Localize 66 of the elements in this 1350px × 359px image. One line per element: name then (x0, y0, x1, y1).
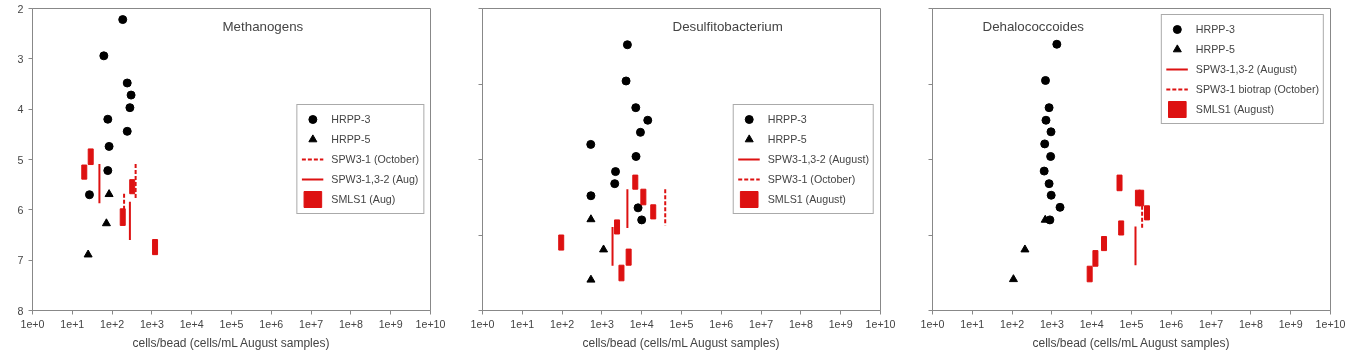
x-tick-label: 1e+4 (1079, 317, 1104, 330)
legend-label: SMLS1 (Aug) (331, 193, 396, 205)
y-tick-label: 3 (17, 52, 24, 65)
x-tick-label: 1e+1 (510, 317, 535, 330)
x-tick-label: 1e+3 (1039, 317, 1064, 330)
text: Dehalococcoides (982, 18, 1085, 34)
x-axis-title: cells/bead (cells/mL August samples) (582, 335, 780, 350)
x-tick-label: 1e+6 (1159, 317, 1184, 330)
x-tick-label: 1e+1 (60, 317, 85, 330)
x-tick-label: 1e+9 (1278, 317, 1303, 330)
x-tick-label: 1e+7 (299, 317, 324, 330)
x-tick-label: 1e+6 (709, 317, 734, 330)
bar (632, 174, 639, 190)
text: Desulfitobacterium (672, 18, 783, 34)
x-tick-label: 1e+3 (139, 317, 164, 330)
x-tick-label: 1e+6 (259, 317, 284, 330)
x-tick-label: 1e+2 (550, 317, 575, 330)
legend-label: SPW3-1 (October) (331, 153, 419, 165)
legend-label: SPW3-1 (October) (767, 173, 856, 185)
y-tick-label: 4 (17, 103, 24, 116)
legend-label: HRPP-5 (331, 133, 371, 145)
bar (640, 188, 647, 206)
x-tick-label: 1e+0 (920, 317, 945, 330)
x-tick-label: 1e+10 (1315, 317, 1346, 330)
x-tick-label: 1e+5 (1119, 317, 1144, 330)
x-tick-label: 1e+10 (865, 317, 896, 330)
legend-label: SMLS1 (August) (1195, 103, 1274, 115)
x-tick-label: 1e+8 (338, 317, 363, 330)
legend-label: SPW3-1,3-2 (August) (767, 153, 869, 165)
legend-label: SPW3-1,3-2 (Aug) (331, 173, 419, 185)
legend-label: HRPP-5 (767, 133, 807, 145)
x-tick-label: 1e+7 (1199, 317, 1224, 330)
x-axis-title: cells/bead (cells/mL August samples) (1032, 335, 1230, 350)
y-tick-label: 7 (17, 254, 24, 267)
x-tick-label: 1e+3 (589, 317, 614, 330)
legend-label: SPW3-1 biotrap (October) (1195, 83, 1319, 95)
x-tick-label: 1e+2 (100, 317, 125, 330)
y-tick-label: 8 (17, 304, 24, 317)
x-tick-label: 1e+10 (415, 317, 446, 330)
legend-label: SMLS1 (August) (767, 193, 846, 205)
text: Methanogens (222, 18, 304, 34)
x-axis-title: cells/bead (cells/mL August samples) (132, 335, 330, 350)
x-tick-label: 1e+4 (179, 317, 204, 330)
x-tick-label: 1e+9 (378, 317, 403, 330)
y-tick-label: 6 (17, 203, 24, 216)
x-tick-label: 1e+8 (788, 317, 813, 330)
x-tick-label: 1e+9 (828, 317, 853, 330)
legend-label: HRPP-3 (1195, 23, 1235, 35)
bar (1101, 236, 1108, 252)
x-tick-label: 1e+1 (960, 317, 985, 330)
legend-label: SPW3-1,3-2 (August) (1195, 63, 1298, 75)
bar (1118, 220, 1125, 236)
x-tick-label: 1e+5 (219, 317, 244, 330)
x-tick-label: 1e+2 (1000, 317, 1025, 330)
x-tick-label: 1e+0 (470, 317, 495, 330)
legend-label: HRPP-3 (767, 113, 807, 125)
y-tick-label: 5 (17, 153, 24, 166)
bar (650, 204, 657, 220)
legend-label: HRPP-5 (1195, 43, 1235, 55)
x-tick-label: 1e+5 (669, 317, 694, 330)
legend-label: HRPP-3 (331, 113, 371, 125)
y-tick-label: 2 (17, 2, 24, 15)
x-tick-label: 1e+7 (749, 317, 774, 330)
x-tick-label: 1e+0 (20, 317, 45, 330)
x-tick-label: 1e+8 (1238, 317, 1263, 330)
x-tick-label: 1e+4 (629, 317, 654, 330)
